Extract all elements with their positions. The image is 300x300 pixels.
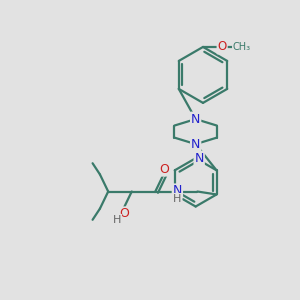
Text: N: N [191, 138, 200, 151]
Text: O: O [159, 163, 169, 176]
Text: CH₃: CH₃ [233, 42, 251, 52]
Text: N: N [191, 112, 200, 126]
Text: H: H [113, 215, 121, 225]
Text: O: O [218, 40, 227, 53]
Text: H: H [173, 194, 182, 204]
Text: O: O [119, 207, 129, 220]
Text: N: N [173, 184, 182, 197]
Text: N: N [194, 152, 204, 165]
